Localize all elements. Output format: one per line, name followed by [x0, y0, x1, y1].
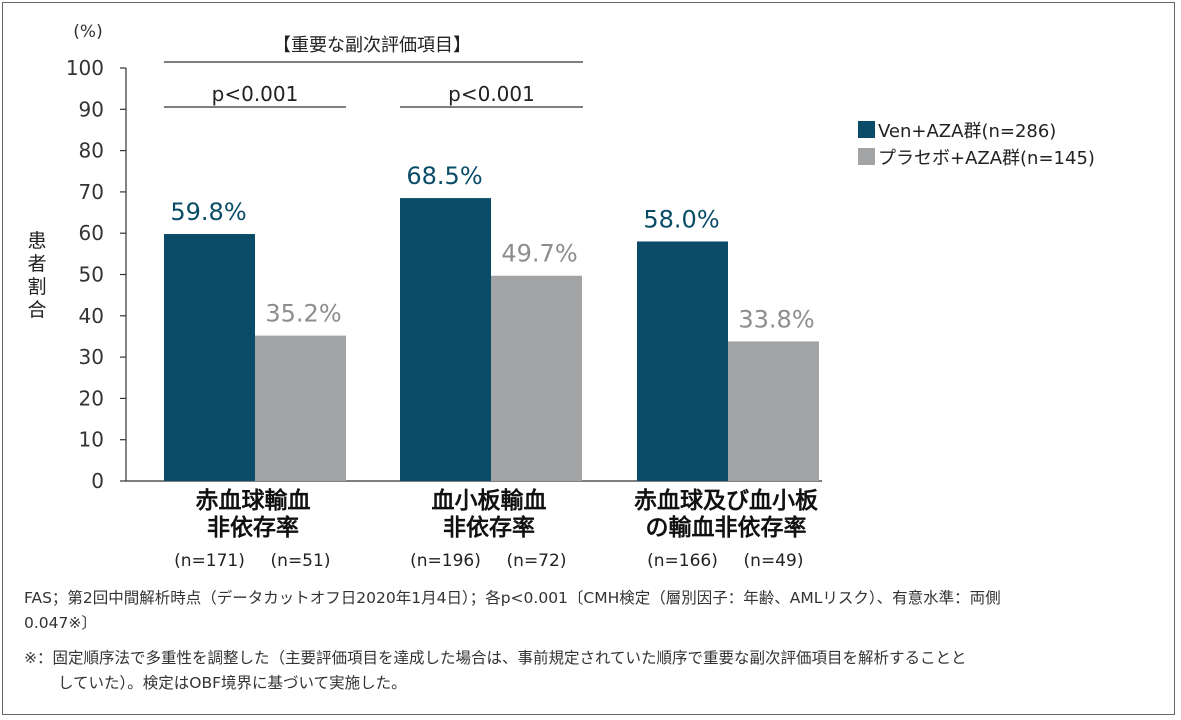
n-count-series1: (n=166)	[647, 551, 718, 571]
y-axis-title-char: 者	[27, 253, 46, 275]
y-tick-label: 90	[79, 97, 104, 121]
legend-swatch-placebo-aza	[858, 148, 875, 165]
y-tick-label: 80	[79, 139, 104, 163]
y-axis-title-char: 割	[27, 276, 46, 298]
bar-series2-cat1	[255, 335, 346, 481]
y-tick-label: 70	[79, 180, 104, 204]
y-tick-label: 20	[79, 386, 104, 410]
legend-label-ven-aza: Ven+AZA群(n=286)	[878, 120, 1057, 142]
category-label-line1: 赤血球及び血小板	[634, 487, 819, 514]
y-tick-label: 40	[79, 304, 104, 328]
category-label-line1: 赤血球輸血	[196, 487, 311, 514]
key-secondary-endpoint-label: 【重要な副次評価項目】	[273, 35, 471, 56]
legend-swatch-ven-aza	[858, 121, 875, 138]
n-count-series1: (n=196)	[410, 551, 481, 571]
p-value-label: p<0.001	[448, 82, 535, 106]
data-label: 49.7%	[501, 240, 577, 268]
category-label-line2: の輸血非依存率	[646, 514, 807, 541]
legend-item-placebo-aza: プラセボ+AZA群(n=145)	[858, 143, 1095, 170]
n-count-series2: (n=49)	[744, 551, 804, 571]
bar-series1-cat3	[637, 241, 728, 481]
p-value-label: p<0.001	[212, 82, 299, 106]
n-count-series2: (n=72)	[507, 551, 567, 571]
y-tick-label: 10	[79, 428, 104, 452]
n-count-series2: (n=51)	[271, 551, 331, 571]
bar-series2-cat2	[491, 275, 582, 481]
n-count-series1: (n=171)	[174, 551, 245, 571]
data-label: 58.0%	[643, 205, 719, 233]
y-tick-label: 0	[91, 469, 104, 493]
footnote-line-2: 0.047※〕	[24, 614, 97, 632]
data-label: 35.2%	[265, 300, 341, 328]
category-label-line2: 非依存率	[207, 514, 299, 541]
category-label-line1: 血小板輸血	[432, 487, 547, 514]
bar-series2-cat3	[728, 341, 819, 481]
y-axis-title-char: 合	[27, 299, 46, 321]
y-tick-label: 60	[79, 221, 104, 245]
y-tick-label: 50	[79, 263, 104, 287]
footnote-line-4: していた）。検定はOBF境界に基づいて実施した。	[58, 674, 407, 692]
footnote-line-3: ※：固定順序法で多重性を調整した（主要評価項目を達成した場合は、事前規定されてい…	[24, 649, 967, 667]
y-tick-label: 100	[66, 56, 104, 80]
y-unit-label: (%)	[73, 22, 102, 42]
category-label-line2: 非依存率	[443, 514, 535, 541]
bar-series1-cat1	[164, 234, 255, 481]
footnote-line-1: FAS；第2回中間解析時点（データカットオフ日2020年1月4日）；各p<0.0…	[24, 589, 1001, 607]
y-axis-title-char: 患	[27, 230, 46, 252]
y-tick-label: 30	[79, 345, 104, 369]
legend-label-placebo-aza: プラセボ+AZA群(n=145)	[878, 147, 1095, 169]
data-label: 33.8%	[738, 305, 814, 333]
bar-series1-cat2	[400, 198, 491, 481]
legend: Ven+AZA群(n=286) プラセボ+AZA群(n=145)	[858, 116, 1095, 170]
legend-item-ven-aza: Ven+AZA群(n=286)	[858, 116, 1095, 143]
data-label: 68.5%	[406, 162, 482, 190]
data-label: 59.8%	[170, 198, 246, 226]
